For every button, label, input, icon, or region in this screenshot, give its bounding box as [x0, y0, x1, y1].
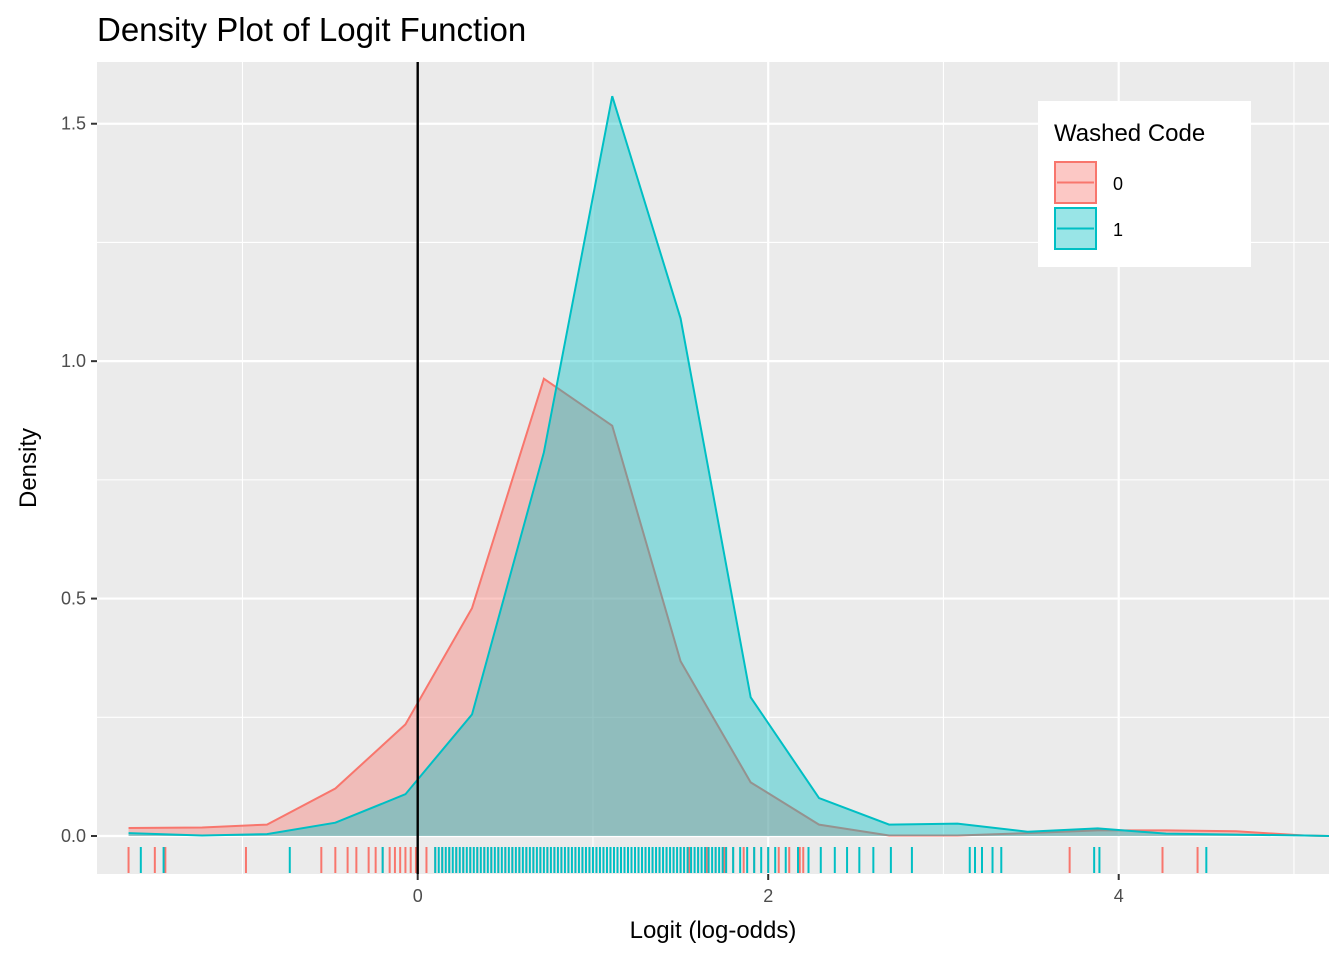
x-axis-ticks: 0 2 4	[413, 874, 1124, 906]
density-line-1	[128, 95, 1330, 838]
rug-marks	[127, 847, 1208, 873]
chart-title: Density Plot of Logit Function	[97, 11, 526, 48]
x-tick-label: 0	[413, 886, 423, 906]
x-tick-label: 4	[1114, 886, 1124, 906]
legend-title: Washed Code	[1054, 120, 1205, 147]
density-area-1	[128, 96, 1330, 837]
y-tick-label: 0.0	[61, 826, 86, 846]
density-line-0	[128, 377, 1330, 838]
density-area-0	[128, 378, 1330, 837]
legend-label-1: 1	[1113, 220, 1123, 240]
legend-label-0: 0	[1113, 174, 1123, 194]
legend: Washed Code 01	[1038, 101, 1251, 267]
y-axis-ticks: 0.0 0.5 1.0 1.5	[61, 114, 97, 846]
x-tick-label: 2	[763, 886, 773, 906]
density-areas	[128, 95, 1330, 838]
x-axis-title: Logit (log-odds)	[630, 917, 797, 944]
legend-background	[1038, 101, 1251, 267]
legend-keys: 01	[1054, 161, 1123, 250]
y-tick-label: 1.5	[61, 114, 86, 134]
y-tick-label: 0.5	[61, 589, 86, 609]
y-tick-label: 1.0	[61, 351, 86, 371]
y-axis-title: Density	[15, 428, 42, 508]
